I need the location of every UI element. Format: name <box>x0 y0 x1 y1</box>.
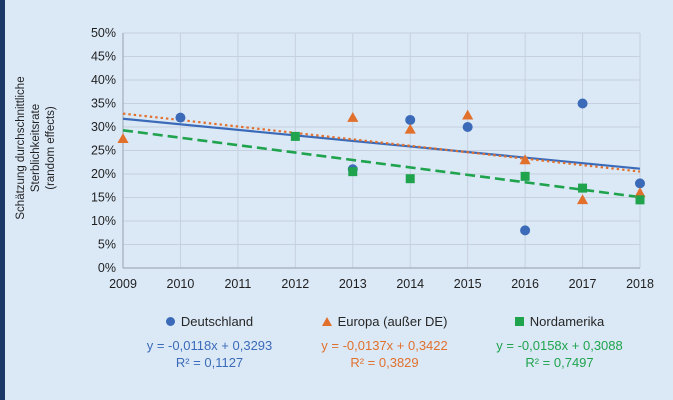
y-tick-label: 35% <box>91 97 116 111</box>
x-tick-label: 2012 <box>281 277 309 291</box>
trend-line <box>122 129 641 199</box>
trend-line <box>122 117 641 170</box>
data-point-circle <box>175 112 186 123</box>
data-point-square <box>405 174 415 184</box>
data-point-triangle <box>576 194 589 205</box>
legend-triangle-icon <box>321 316 332 326</box>
y-tick-label: 45% <box>91 50 116 64</box>
r-squared-europa: R² = 0,3829 <box>350 355 419 370</box>
data-point-circle <box>635 178 645 189</box>
data-point-square <box>635 195 645 205</box>
legend-item-nordamerika: Nordamerika <box>514 313 605 329</box>
y-tick-label: 40% <box>91 73 116 87</box>
r-squared-nordamerika: R² = 0,7497 <box>525 355 594 370</box>
y-tick-label: 50% <box>91 26 116 40</box>
data-point-square <box>520 171 530 181</box>
y-tick-label: 5% <box>98 238 116 252</box>
y-tick-label: 15% <box>91 191 116 205</box>
trend-equation-europa: y = -0,0137x + 0,3422 <box>321 338 448 353</box>
series-column-europa: Europa (außer DE) y = -0,0137x + 0,3422 … <box>297 313 472 371</box>
legend-circle-icon <box>165 316 175 326</box>
series-column-deutschland: Deutschland y = -0,0118x + 0,3293 R² = 0… <box>122 313 297 371</box>
data-point-circle <box>462 122 473 132</box>
data-point-square <box>290 131 300 141</box>
x-tick-label: 2018 <box>626 277 654 291</box>
trend-equation-deutschland: y = -0,0118x + 0,3293 <box>146 338 273 353</box>
x-tick-label: 2016 <box>511 277 539 291</box>
x-tick-label: 2013 <box>339 277 367 291</box>
y-tick-label: 0% <box>98 261 116 275</box>
data-point-circle <box>520 225 531 236</box>
data-point-square <box>348 167 358 177</box>
x-tick-label: 2009 <box>109 277 137 291</box>
series-column-nordamerika: Nordamerika y = -0,0158x + 0,3088 R² = 0… <box>472 313 647 371</box>
legend-and-equations: Deutschland y = -0,0118x + 0,3293 R² = 0… <box>122 313 647 371</box>
data-point-circle <box>577 98 588 109</box>
data-point-triangle <box>634 187 646 198</box>
legend-square-icon <box>514 316 524 326</box>
data-point-square <box>578 183 588 193</box>
x-tick-label: 2014 <box>396 277 424 291</box>
trend-equation-nordamerika: y = -0,0158x + 0,3088 <box>496 338 623 353</box>
legend-item-deutschland: Deutschland <box>165 313 254 329</box>
data-point-triangle <box>404 123 416 134</box>
data-point-triangle <box>519 154 531 165</box>
legend-label: Nordamerika <box>529 313 605 329</box>
y-tick-label: 10% <box>91 214 116 228</box>
legend-label: Europa (außer DE) <box>337 313 448 329</box>
left-accent-bar <box>0 0 5 400</box>
x-tick-label: 2015 <box>454 277 482 291</box>
legend-item-europa: Europa (außer DE) <box>321 313 448 329</box>
data-point-triangle <box>117 133 129 144</box>
x-tick-label: 2011 <box>224 277 251 291</box>
trend-line <box>122 112 641 173</box>
legend-label: Deutschland <box>180 313 254 329</box>
y-tick-label: 30% <box>91 120 116 134</box>
y-tick-label: 20% <box>91 167 116 181</box>
y-tick-label: 25% <box>91 144 116 158</box>
r-squared-deutschland: R² = 0,1127 <box>175 355 244 370</box>
x-tick-label: 2010 <box>167 277 195 291</box>
data-point-circle <box>405 114 416 125</box>
x-tick-label: 2017 <box>569 277 597 291</box>
data-point-triangle <box>347 112 359 122</box>
data-point-triangle <box>462 109 474 120</box>
